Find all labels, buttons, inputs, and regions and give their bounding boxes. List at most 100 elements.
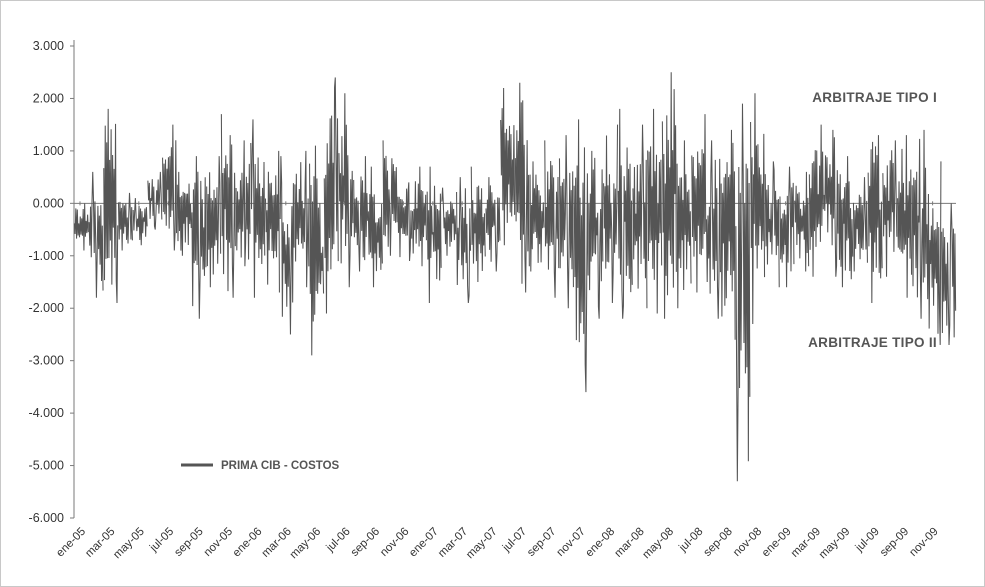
series-line-segment bbox=[588, 150, 604, 319]
series-line-segment bbox=[882, 140, 898, 277]
x-tick-label: sep-08 bbox=[702, 526, 735, 559]
x-tick-label: nov-07 bbox=[555, 526, 588, 559]
x-tick-label: may-07 bbox=[464, 526, 500, 562]
annotation-arbitraje-tipo-ii: ARBITRAJE TIPO II bbox=[808, 335, 937, 350]
series-line-segment bbox=[235, 140, 251, 267]
series-line-segment bbox=[206, 156, 222, 288]
series-line-segment bbox=[441, 187, 457, 256]
series-line-segment bbox=[397, 182, 413, 262]
series-line-segment bbox=[647, 108, 663, 314]
y-tick-label: -4.000 bbox=[29, 406, 64, 420]
series-line-segment bbox=[941, 203, 957, 345]
annotations: ARBITRAJE TIPO I ARBITRAJE TIPO II bbox=[808, 90, 937, 350]
series-line-segment bbox=[485, 177, 501, 272]
x-tick-label: ene-05 bbox=[54, 526, 88, 560]
series-line-segment bbox=[632, 124, 648, 309]
x-tick-label: nov-05 bbox=[202, 526, 235, 559]
series-line-segment bbox=[867, 135, 883, 303]
x-tick-label: ene-07 bbox=[407, 526, 441, 560]
series-line-segment bbox=[705, 140, 721, 319]
series-line-segment bbox=[309, 145, 325, 356]
series-line-segment bbox=[823, 129, 839, 277]
series-line-segment bbox=[852, 177, 868, 272]
series-line-segment bbox=[603, 124, 619, 303]
series-line-segment bbox=[426, 166, 442, 303]
series-line-segment bbox=[367, 166, 383, 288]
series-line-segment bbox=[911, 129, 927, 319]
series-line-segment bbox=[264, 150, 280, 293]
series-line-segment bbox=[764, 161, 780, 288]
series-line-segment bbox=[794, 171, 810, 272]
x-tick-label: sep-06 bbox=[349, 526, 382, 559]
x-tick-label: sep-09 bbox=[878, 526, 911, 559]
series-line-segment bbox=[750, 93, 766, 324]
series-line-segment bbox=[808, 124, 824, 277]
series-line-segment bbox=[779, 166, 795, 288]
series-line-segment bbox=[353, 156, 369, 272]
x-tick-label: ene-06 bbox=[231, 526, 265, 560]
series-line-segment bbox=[500, 87, 516, 246]
series-line-segment bbox=[88, 171, 104, 298]
x-tick-label: may-08 bbox=[641, 526, 677, 562]
y-tick-label: -1.000 bbox=[29, 249, 64, 263]
x-tick-label: may-06 bbox=[288, 526, 324, 562]
series-line-segment bbox=[147, 171, 163, 230]
series-line-segment bbox=[411, 166, 427, 267]
series-line-segment bbox=[323, 77, 339, 314]
series-line-segment bbox=[676, 140, 692, 309]
annotation-arbitraje-tipo-i: ARBITRAJE TIPO I bbox=[812, 90, 937, 105]
x-tick-label: ene-09 bbox=[760, 526, 794, 560]
series-line-segment bbox=[470, 166, 486, 283]
series-line-segment bbox=[176, 171, 192, 256]
x-tick-label: ene-08 bbox=[584, 526, 618, 560]
y-axis: 3.000 2.000 1.000 0.000 -1.000 -2.000 -3.000 -4… bbox=[29, 39, 75, 525]
y-tick-label: -2.000 bbox=[29, 301, 64, 315]
series-line-segment bbox=[720, 129, 736, 340]
series-line-segment bbox=[338, 93, 354, 288]
series-line-segment bbox=[250, 119, 266, 298]
x-tick-label: sep-05 bbox=[172, 526, 205, 559]
y-tick-label: -5.000 bbox=[29, 459, 64, 473]
series-line-segment bbox=[117, 192, 133, 251]
series-line-segment bbox=[617, 108, 633, 319]
y-tick-label: 3.000 bbox=[33, 39, 64, 53]
y-tick-label: 2.000 bbox=[33, 91, 64, 105]
series-line-segment bbox=[573, 119, 589, 393]
series-line-segment bbox=[661, 72, 677, 319]
legend-label: PRIMA CIB - COSTOS bbox=[221, 460, 340, 472]
series-line-segment bbox=[691, 114, 707, 293]
series-line-segment bbox=[294, 150, 310, 288]
series-line-segment bbox=[456, 177, 472, 304]
x-tick-label: nov-06 bbox=[378, 526, 411, 559]
x-tick-label: nov-08 bbox=[731, 526, 764, 559]
plot-area bbox=[73, 72, 957, 482]
series-line-segment bbox=[558, 135, 574, 309]
series-line-segment bbox=[73, 203, 89, 251]
series-line-segment bbox=[529, 161, 545, 272]
series-line-segment bbox=[382, 140, 398, 256]
legend: PRIMA CIB - COSTOS bbox=[181, 460, 340, 472]
series-line-segment bbox=[103, 108, 119, 303]
series-line-segment bbox=[897, 135, 913, 298]
series-line-segment bbox=[162, 124, 178, 251]
series-line-segment bbox=[514, 82, 530, 293]
series-line-segment bbox=[279, 156, 295, 335]
series-line-segment bbox=[132, 198, 148, 246]
x-tick-label: may-09 bbox=[817, 526, 853, 562]
series-line-segment bbox=[220, 114, 236, 298]
y-tick-label: 0.000 bbox=[33, 196, 64, 210]
x-tick-label: may-05 bbox=[111, 526, 147, 562]
x-tick-label: nov-09 bbox=[907, 526, 940, 559]
series-line-segment bbox=[544, 140, 560, 298]
series-line-segment bbox=[191, 156, 207, 319]
y-tick-label: -3.000 bbox=[29, 354, 64, 368]
series-line-segment bbox=[735, 103, 751, 482]
y-tick-label: 1.000 bbox=[33, 144, 64, 158]
y-tick-label: -6.000 bbox=[29, 511, 64, 525]
series-line-segment bbox=[838, 156, 854, 288]
x-tick-label: sep-07 bbox=[525, 526, 558, 559]
series-line-segment bbox=[926, 161, 942, 345]
